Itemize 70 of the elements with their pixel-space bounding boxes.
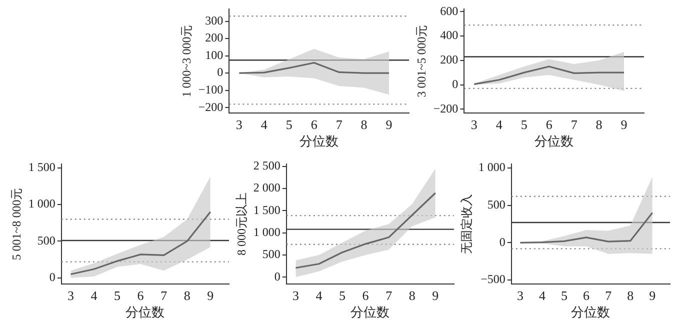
y-tick-label: 0 bbox=[274, 269, 280, 284]
y-tick-label: 1 000 bbox=[478, 160, 506, 174]
x-axis-title: 分位数 bbox=[350, 304, 390, 320]
y-tick-label: −200 bbox=[198, 100, 224, 114]
x-tick-label: 3 bbox=[292, 288, 299, 304]
y-tick-label: 200 bbox=[440, 52, 458, 67]
x-tick-label: 4 bbox=[260, 117, 268, 132]
y-axis-title: 3 001~5 000元 bbox=[414, 24, 428, 98]
y-tick-label: 1 000 bbox=[253, 225, 280, 240]
y-tick-label: 500 bbox=[37, 233, 56, 248]
x-tick-label: 9 bbox=[620, 117, 628, 132]
y-tick-label: 200 bbox=[205, 30, 224, 45]
x-tick-label: 4 bbox=[316, 288, 323, 304]
x-tick-label: 9 bbox=[649, 288, 656, 304]
y-tick-label: 2 000 bbox=[253, 180, 280, 195]
y-axis-title: 1 000~3 000元 bbox=[179, 24, 194, 98]
x-tick-label: 7 bbox=[386, 288, 393, 304]
x-tick-label: 7 bbox=[336, 117, 343, 132]
y-tick-label: 100 bbox=[205, 48, 224, 62]
x-tick-label: 3 bbox=[236, 117, 242, 132]
x-tick-label: 7 bbox=[570, 117, 578, 132]
x-tick-label: 3 bbox=[516, 288, 524, 304]
x-tick-label: 9 bbox=[207, 288, 214, 304]
x-axis-title: 分位数 bbox=[300, 134, 339, 149]
x-axis-title: 分位数 bbox=[571, 304, 610, 320]
x-axis-title: 分位数 bbox=[534, 134, 574, 149]
x-tick-label: 5 bbox=[114, 288, 121, 304]
x-tick-label: 8 bbox=[596, 117, 602, 132]
y-tick-label: 0 bbox=[49, 270, 56, 284]
y-tick-label: 1 000 bbox=[28, 196, 56, 211]
x-tick-label: 6 bbox=[310, 117, 318, 132]
x-tick-label: 4 bbox=[90, 288, 98, 304]
x-tick-label: 9 bbox=[386, 117, 392, 132]
y-tick-label: 500 bbox=[487, 197, 506, 212]
y-tick-label: 0 bbox=[452, 76, 458, 91]
y-tick-label: 300 bbox=[205, 13, 224, 28]
y-axis-title: 5 001~8 000元 bbox=[9, 188, 24, 260]
x-tick-label: 6 bbox=[137, 288, 144, 304]
y-tick-label: 400 bbox=[440, 28, 458, 42]
y-tick-label: −500 bbox=[480, 272, 506, 286]
y-tick-label: 1 500 bbox=[253, 202, 280, 217]
x-tick-label: 9 bbox=[432, 288, 439, 304]
x-tick-label: 5 bbox=[286, 117, 292, 132]
y-tick-label: 1 500 bbox=[28, 160, 56, 174]
y-axis-title: 无固定收入 bbox=[459, 194, 474, 254]
x-tick-label: 6 bbox=[362, 288, 370, 304]
x-tick-label: 8 bbox=[627, 288, 634, 304]
x-tick-label: 8 bbox=[360, 117, 368, 132]
y-tick-label: 2 500 bbox=[253, 158, 280, 173]
y-tick-label: 600 bbox=[440, 4, 458, 18]
x-tick-label: 5 bbox=[520, 117, 528, 132]
x-tick-label: 5 bbox=[561, 288, 568, 304]
y-tick-label: 0 bbox=[217, 65, 224, 80]
x-tick-label: 7 bbox=[605, 288, 612, 304]
x-tick-label: 8 bbox=[184, 288, 190, 304]
x-tick-label: 6 bbox=[546, 117, 553, 132]
x-tick-label: 4 bbox=[538, 288, 546, 304]
y-tick-label: 0 bbox=[499, 234, 506, 249]
y-tick-label: −200 bbox=[433, 101, 458, 116]
x-tick-label: 4 bbox=[496, 117, 503, 132]
x-tick-label: 3 bbox=[470, 117, 478, 132]
x-tick-label: 8 bbox=[408, 288, 416, 304]
x-tick-label: 7 bbox=[160, 288, 168, 304]
y-tick-label: −100 bbox=[198, 82, 224, 97]
y-axis-title: 8 000元以上 bbox=[234, 192, 248, 256]
x-tick-label: 3 bbox=[67, 288, 74, 304]
x-axis-title: 分位数 bbox=[126, 304, 165, 320]
x-tick-label: 6 bbox=[583, 288, 590, 304]
x-tick-label: 5 bbox=[339, 288, 346, 304]
y-tick-label: 500 bbox=[262, 247, 280, 262]
